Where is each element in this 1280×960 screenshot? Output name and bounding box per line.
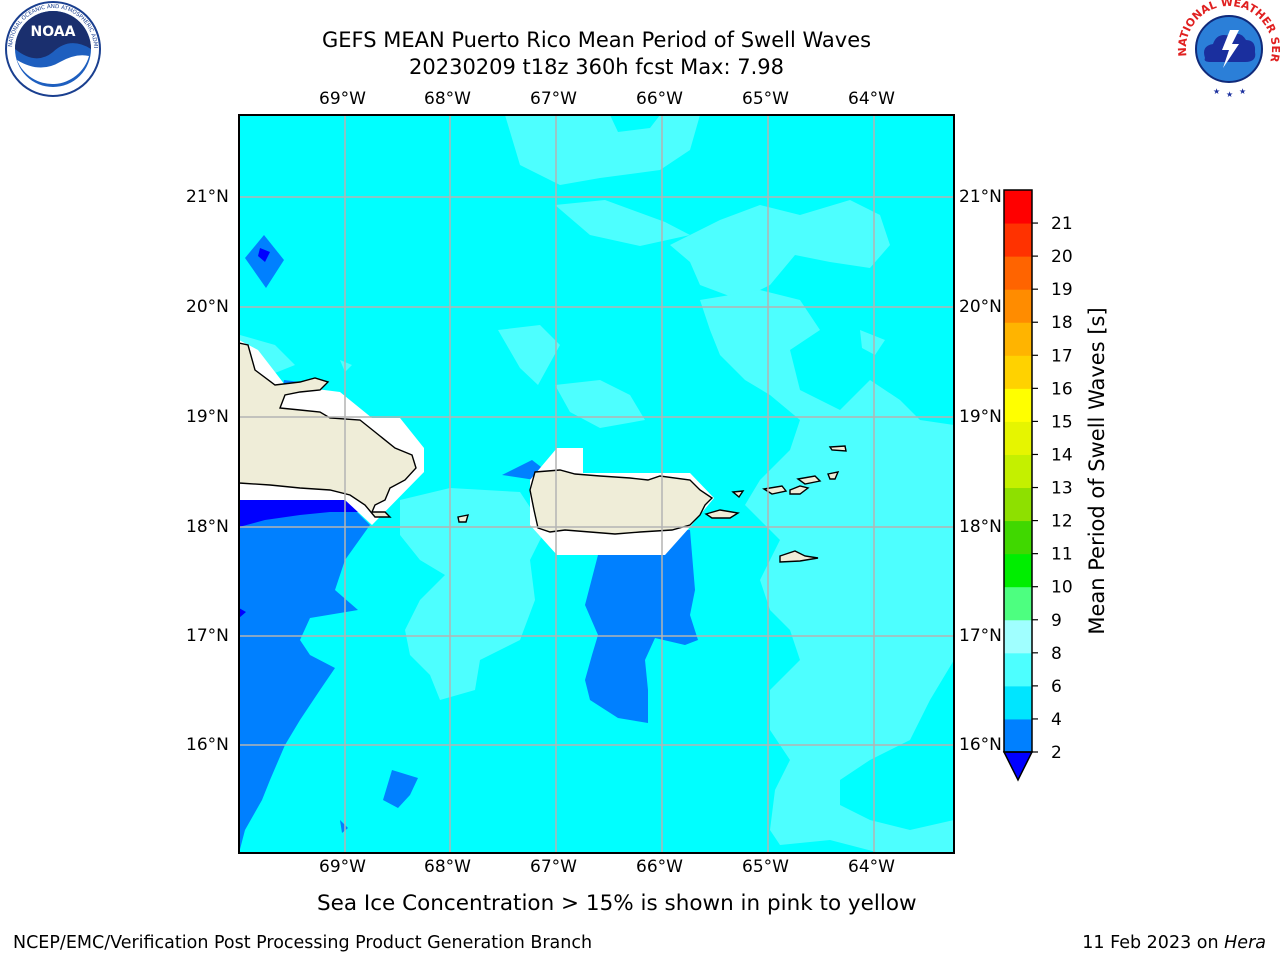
colorbar-tick-label: 2	[1051, 743, 1062, 763]
lon-label-top: 64°W	[848, 89, 895, 109]
lon-label-top: 65°W	[742, 89, 789, 109]
colorbar-segment	[1004, 190, 1032, 224]
lon-label-bottom: 69°W	[319, 857, 366, 877]
lat-label-left: 21°N	[186, 187, 229, 207]
colorbar-segment	[1004, 256, 1032, 290]
lon-label-top: 67°W	[530, 89, 577, 109]
lon-label-top: 66°W	[636, 89, 683, 109]
lon-label-top: 69°W	[319, 89, 366, 109]
colorbar-segment	[1004, 355, 1032, 389]
colorbar-extend-triangle	[1002, 751, 1034, 782]
colorbar-tick-label: 14	[1051, 445, 1073, 465]
lon-label-bottom: 68°W	[424, 857, 471, 877]
lon-label-bottom: 64°W	[848, 857, 895, 877]
svg-text:★: ★	[1213, 87, 1220, 96]
colorbar-segment	[1004, 454, 1032, 489]
footer-credit: NCEP/EMC/Verification Post Processing Pr…	[13, 933, 593, 953]
lat-label-left: 16°N	[186, 735, 229, 755]
lat-label-left: 19°N	[186, 407, 229, 427]
colorbar-segment	[1004, 223, 1032, 257]
lat-label-left: 20°N	[186, 297, 229, 317]
lat-label-right: 20°N	[959, 297, 1002, 317]
noaa-logo-text: NOAA	[31, 24, 76, 40]
colorbar-segment	[1004, 520, 1032, 555]
colorbar-segment	[1004, 289, 1032, 323]
footer-timestamp: 11 Feb 2023 on Hera	[1082, 932, 1266, 954]
colorbar-tick-label: 4	[1051, 710, 1062, 730]
colorbar-tick-label: 21	[1051, 214, 1073, 234]
lon-label-bottom: 66°W	[636, 857, 683, 877]
footer-machine: Hera	[1224, 933, 1266, 953]
field-band-6-8	[240, 115, 954, 853]
colorbar-tick-label: 8	[1051, 644, 1062, 664]
colorbar-segment	[1004, 487, 1032, 522]
colorbar-tick-label: 20	[1051, 247, 1073, 267]
svg-text:NATIONAL WEATHER SERVICE: NATIONAL WEATHER SERVICE	[0, 0, 1280, 64]
colorbar: 2 4 6 8 9 10 11 12 13 14 15 16 17 18 19 20 21	[1002, 189, 1073, 782]
nws-logo: NATIONAL WEATHER SERVICE ★ ★ ★	[0, 0, 1280, 99]
nws-ring-text: NATIONAL WEATHER SERVICE	[0, 0, 1280, 64]
footer-date: 11 Feb 2023 on	[1082, 933, 1225, 953]
colorbar-tick-label: 10	[1051, 578, 1073, 598]
graticule	[239, 115, 954, 853]
lat-label-right: 18°N	[959, 517, 1002, 537]
land-mass	[239, 342, 847, 563]
colorbar-segment	[1004, 553, 1032, 588]
lon-label-bottom: 67°W	[530, 857, 577, 877]
lon-label-bottom: 65°W	[742, 857, 789, 877]
colorbar-tick-label: 13	[1051, 479, 1073, 499]
colorbar-frame	[1003, 189, 1033, 753]
colorbar-segment	[1004, 586, 1032, 621]
chart-title-line1: GEFS MEAN Puerto Rico Mean Period of Swe…	[321, 28, 872, 52]
lon-label-top: 68°W	[424, 89, 471, 109]
sea-ice-caption: Sea Ice Concentration > 15% is shown in …	[317, 891, 917, 916]
colorbar-tick-label: 17	[1051, 346, 1073, 366]
colorbar-tick-label: 19	[1051, 280, 1073, 300]
lat-label-right: 17°N	[959, 626, 1002, 646]
colorbar-tick-label: 15	[1051, 412, 1073, 432]
colorbar-segment	[1004, 619, 1032, 654]
lat-label-right: 19°N	[959, 407, 1002, 427]
colorbar-tick-label: 6	[1051, 677, 1062, 697]
colorbar-segment	[1004, 652, 1032, 687]
field-below-2	[239, 248, 360, 618]
colorbar-segment	[1004, 322, 1032, 356]
colorbar-segment	[1004, 388, 1032, 422]
noaa-logo: NATIONAL OCEANIC AND ATMOSPHERIC ADMINIS…	[0, 0, 101, 97]
lat-label-right: 16°N	[959, 735, 1002, 755]
svg-text:★: ★	[1226, 90, 1233, 99]
map-panel	[239, 115, 954, 853]
lat-label-left: 17°N	[186, 626, 229, 646]
svg-text:★: ★	[1239, 87, 1246, 96]
chart-title-line2: 20230209 t18z 360h fcst Max: 7.98	[409, 55, 784, 79]
colorbar-label: Mean Period of Swell Waves [s]	[1085, 307, 1109, 635]
colorbar-tick-label: 11	[1051, 545, 1073, 565]
colorbar-tick-label: 12	[1051, 512, 1073, 532]
lat-label-left: 18°N	[186, 517, 229, 537]
lat-label-right: 21°N	[959, 187, 1002, 207]
map-frame	[238, 114, 955, 854]
colorbar-tick-label: 16	[1051, 379, 1073, 399]
colorbar-tick-label: 9	[1051, 611, 1062, 631]
colorbar-tick-label: 18	[1051, 313, 1073, 333]
colorbar-segment	[1004, 685, 1032, 720]
colorbar-segment	[1004, 421, 1032, 455]
colorbar-segment	[1004, 718, 1032, 753]
